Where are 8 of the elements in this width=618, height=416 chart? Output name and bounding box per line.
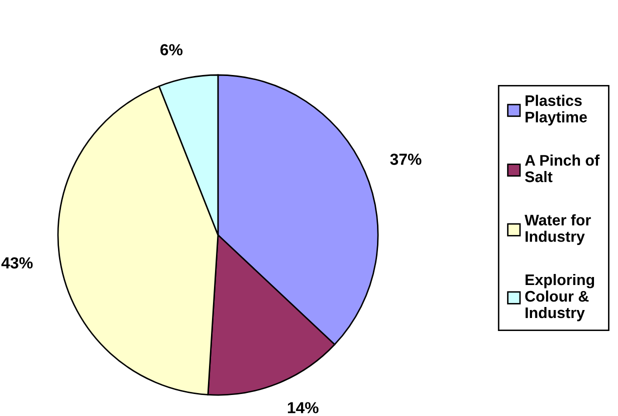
data-label: 14%	[288, 402, 318, 414]
legend-label: Water for Industry	[524, 214, 591, 245]
data-label: 37%	[390, 154, 422, 165]
data-label: 6%	[160, 44, 182, 56]
legend-label: Plastics Playtime	[526, 94, 587, 126]
data-label: 43%	[1, 257, 33, 269]
legend-label: A Pinch of Salt	[524, 154, 600, 182]
legend-label: Exploring Colour & Industry	[525, 274, 594, 322]
